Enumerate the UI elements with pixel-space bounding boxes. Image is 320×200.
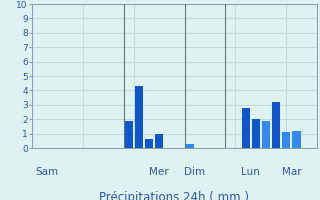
Bar <box>252 119 260 148</box>
Bar <box>145 139 153 148</box>
Bar <box>124 121 133 148</box>
Bar <box>292 131 300 148</box>
Bar <box>155 134 163 148</box>
Bar <box>282 132 290 148</box>
Bar <box>186 144 194 148</box>
Text: Précipitations 24h ( mm ): Précipitations 24h ( mm ) <box>100 191 249 200</box>
Text: Dim: Dim <box>184 167 205 177</box>
Bar <box>242 108 250 148</box>
Text: Sam: Sam <box>36 167 59 177</box>
Text: Mar: Mar <box>282 167 301 177</box>
Bar <box>262 121 270 148</box>
Text: Mer: Mer <box>149 167 169 177</box>
Bar <box>135 86 143 148</box>
Bar <box>272 102 280 148</box>
Text: Lun: Lun <box>241 167 260 177</box>
